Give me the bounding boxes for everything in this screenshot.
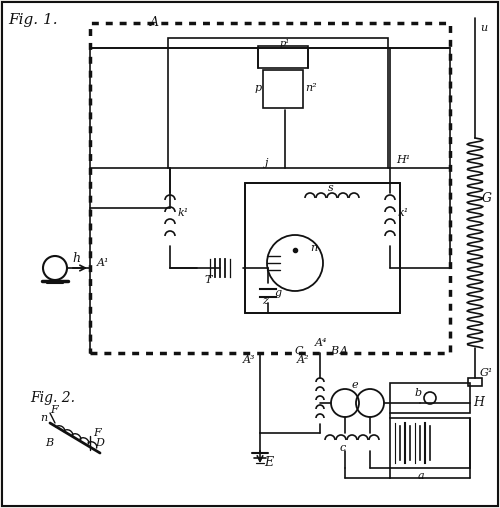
Text: H: H	[473, 397, 484, 409]
Bar	[245, 183, 400, 313]
Text: G: G	[482, 192, 492, 205]
Text: n: n	[310, 243, 317, 253]
Text: A¹: A¹	[97, 258, 110, 268]
Text: c: c	[340, 443, 346, 453]
Text: a: a	[418, 471, 424, 481]
Text: B: B	[45, 438, 53, 448]
Text: B: B	[330, 346, 338, 356]
Bar	[90, 23, 450, 353]
Text: n²: n²	[305, 83, 316, 93]
Text: A: A	[340, 346, 348, 356]
Text: j: j	[264, 158, 268, 168]
Bar	[468, 378, 482, 386]
Text: D: D	[95, 438, 104, 448]
Bar	[390, 383, 470, 413]
Bar	[258, 46, 308, 68]
Text: e: e	[352, 380, 358, 390]
Bar	[263, 70, 303, 108]
Text: g: g	[275, 288, 282, 298]
Text: C: C	[295, 346, 304, 356]
Text: k¹: k¹	[178, 208, 189, 218]
Text: F: F	[50, 405, 58, 415]
Bar	[390, 418, 470, 468]
Text: T: T	[204, 275, 212, 285]
Bar	[168, 38, 388, 168]
Text: E: E	[264, 457, 273, 469]
Text: F: F	[93, 428, 101, 438]
Text: H¹: H¹	[396, 155, 410, 165]
Text: z: z	[262, 296, 268, 306]
Text: k¹: k¹	[398, 208, 409, 218]
Text: A²: A²	[297, 355, 310, 365]
Text: Fig. 1.: Fig. 1.	[8, 13, 58, 27]
Text: b: b	[415, 388, 422, 398]
Text: A: A	[150, 16, 159, 29]
Text: u: u	[480, 23, 487, 33]
Text: n: n	[40, 413, 47, 423]
Text: h: h	[72, 251, 80, 265]
Text: A⁴: A⁴	[315, 338, 328, 348]
Bar	[245, 183, 400, 313]
Text: s: s	[328, 183, 334, 193]
Text: Fig. 2.: Fig. 2.	[30, 391, 75, 405]
Text: p: p	[255, 83, 262, 93]
Text: G¹: G¹	[480, 368, 494, 378]
Text: A³: A³	[243, 355, 256, 365]
Text: p¹: p¹	[280, 39, 290, 48]
